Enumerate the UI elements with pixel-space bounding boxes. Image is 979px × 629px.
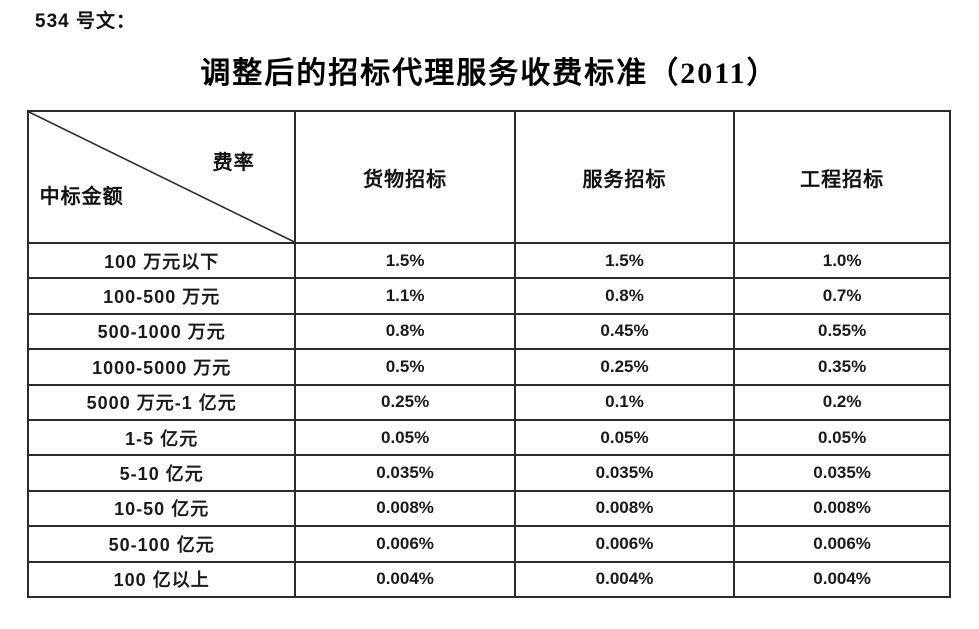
row-category: 100 万元以下 [26,241,297,280]
cell-engineering: 0.35% [733,348,951,386]
cell-engineering: 0.004% [733,560,951,599]
corner-header-cell: 费率 中标金额 [26,110,297,244]
cell-engineering: 0.05% [733,418,951,457]
corner-label-rate: 费率 [212,151,255,174]
table-row: 5-10 亿元 0.035% 0.035% 0.035% [26,454,951,492]
cell-goods: 0.5% [294,348,516,386]
row-category: 5000 万元-1 亿元 [26,383,297,421]
column-header-services: 服务招标 [513,110,736,244]
cell-goods: 0.05% [294,418,516,457]
fee-rate-table: 费率 中标金额 货物招标 服务招标 工程招标 100 万元以下 1.5% 1.5… [26,110,951,599]
diagonal-line [29,112,294,242]
cell-goods: 0.006% [294,525,516,563]
cell-engineering: 0.55% [733,312,951,351]
cell-goods: 0.004% [294,560,516,599]
cell-goods: 0.035% [294,454,516,492]
table-row: 5000 万元-1 亿元 0.25% 0.1% 0.2% [26,383,951,421]
cell-engineering: 0.035% [733,454,951,492]
cell-services: 0.006% [513,525,736,563]
row-category: 500-1000 万元 [26,312,297,351]
cell-services: 0.45% [513,312,736,351]
column-header-goods: 货物招标 [294,110,516,244]
column-header-engineering: 工程招标 [733,110,951,244]
cell-goods: 0.008% [294,489,516,528]
cell-engineering: 0.2% [733,383,951,421]
cell-services: 1.5% [513,241,736,280]
row-category: 100-500 万元 [26,277,297,315]
row-category: 10-50 亿元 [26,489,297,528]
row-category: 50-100 亿元 [26,525,297,563]
cell-engineering: 0.006% [733,525,951,563]
table-row: 50-100 亿元 0.006% 0.006% 0.006% [26,525,951,563]
cell-engineering: 0.008% [733,489,951,528]
table-row: 1000-5000 万元 0.5% 0.25% 0.35% [26,348,951,386]
page-title: 调整后的招标代理服务收费标准（2011） [200,57,779,90]
cell-services: 0.035% [513,454,736,492]
row-category: 1-5 亿元 [26,418,297,457]
table-row: 100-500 万元 1.1% 0.8% 0.7% [26,277,951,315]
row-category: 100 亿以上 [26,560,297,599]
table-row: 1-5 亿元 0.05% 0.05% 0.05% [26,418,951,457]
cell-goods: 1.1% [294,277,516,315]
cell-goods: 0.8% [294,312,516,351]
cell-services: 0.8% [513,277,736,315]
cell-services: 0.05% [513,418,736,457]
cell-goods: 0.25% [294,383,516,421]
cell-engineering: 1.0% [733,241,951,280]
table-row: 100 万元以下 1.5% 1.5% 1.0% [26,241,951,280]
table-row: 10-50 亿元 0.008% 0.008% 0.008% [26,489,951,528]
cell-services: 0.1% [513,383,736,421]
row-category: 1000-5000 万元 [26,348,297,386]
cell-services: 0.004% [513,560,736,599]
row-category: 5-10 亿元 [26,454,297,492]
doc-number-label: 534 号文： [35,11,136,32]
corner-label-amount: 中标金额 [39,185,124,208]
cell-services: 0.008% [513,489,736,528]
cell-services: 0.25% [513,348,736,386]
table-row: 100 亿以上 0.004% 0.004% 0.004% [26,560,951,599]
table-header-row: 费率 中标金额 货物招标 服务招标 工程招标 [26,110,951,244]
cell-goods: 1.5% [294,241,516,280]
cell-engineering: 0.7% [733,277,951,315]
table-row: 500-1000 万元 0.8% 0.45% 0.55% [26,312,951,351]
